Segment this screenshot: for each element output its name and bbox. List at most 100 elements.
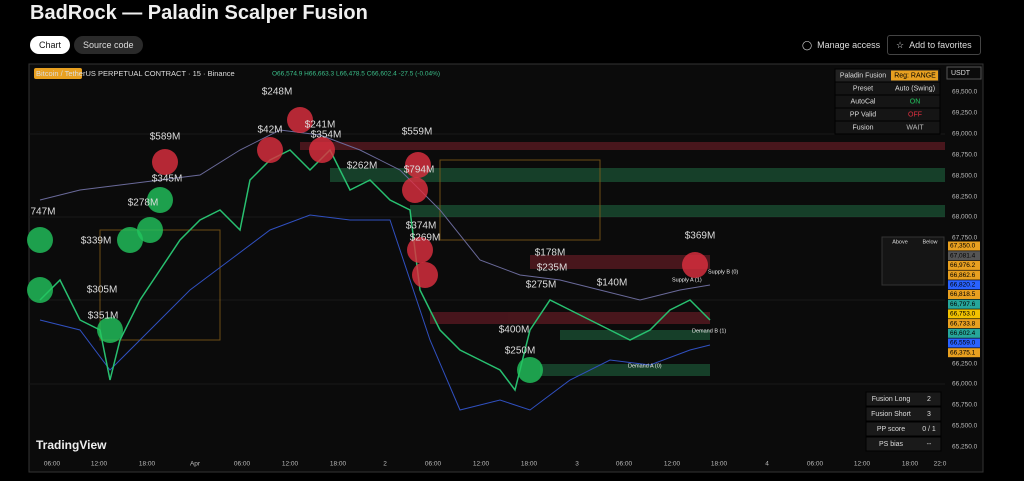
bubble-label: $351M <box>88 311 119 322</box>
status-key: PP Valid <box>850 111 876 118</box>
price-tag <box>948 299 980 309</box>
price-tag-label: 67,350.0 <box>950 243 976 250</box>
time-label: 06:00 <box>425 461 442 468</box>
band-upper <box>39 129 711 301</box>
time-label: 2 <box>383 461 387 468</box>
manage-access[interactable]: ◯ Manage access <box>802 40 881 50</box>
time-label: 3 <box>575 461 579 468</box>
stats-row <box>865 406 942 422</box>
bubble <box>412 262 438 288</box>
stats-value: -- <box>927 441 932 448</box>
zone-label: Supply B (0) <box>708 269 738 275</box>
price-tag-label: 66,733.8 <box>950 320 976 327</box>
bubble <box>257 137 283 163</box>
stats-row <box>865 421 942 437</box>
bubble-label: $178M <box>535 248 566 259</box>
price-tag-label: 66,602.4 <box>950 330 976 337</box>
bubble-label: $369M <box>685 231 716 242</box>
price-tag <box>948 290 980 299</box>
bubble-label: $305M <box>87 285 118 296</box>
bubble-label: $374M <box>406 221 437 232</box>
time-label: 12:00 <box>282 461 299 468</box>
mini-panel <box>881 236 945 286</box>
status-value: WAIT <box>906 124 924 131</box>
time-label: Apr <box>190 461 201 468</box>
status-value: ON <box>910 98 921 105</box>
time-label: 4 <box>765 461 769 468</box>
price-tag <box>948 328 980 338</box>
bubble <box>117 227 143 253</box>
time-label: 18:00 <box>330 461 347 468</box>
bubble <box>405 152 431 178</box>
price-tag <box>948 260 980 270</box>
status-key: AutoCal <box>851 98 876 105</box>
price-tag-label: 66,820.2 <box>950 282 976 289</box>
tab-chart[interactable]: Chart <box>30 36 71 54</box>
tab-source[interactable]: Source code <box>74 36 143 54</box>
price-label: 65,250.0 <box>952 444 978 451</box>
bubble-label: $42M <box>257 125 282 136</box>
price-label: 68,250.0 <box>952 194 978 201</box>
price-label: 68,000.0 <box>952 214 978 221</box>
manage-label: Manage access <box>817 40 881 50</box>
price-tag <box>948 280 980 290</box>
symbol-badge <box>34 68 82 79</box>
price-tag <box>948 251 980 261</box>
zones <box>99 142 945 376</box>
stats-row <box>865 391 942 407</box>
status-value: OFF <box>908 111 922 118</box>
price-tag <box>948 319 980 329</box>
price-tag-label: 66,862.6 <box>950 272 976 279</box>
price-path <box>39 148 711 392</box>
currency: USDT <box>951 70 971 77</box>
time-label: 18:00 <box>711 461 728 468</box>
status-key: Preset <box>853 85 873 92</box>
price-label: 69,250.0 <box>952 110 978 117</box>
stats-key: PP score <box>877 426 905 433</box>
price-tag <box>948 348 980 358</box>
mini-header: Above <box>892 239 908 245</box>
price-tag <box>948 241 980 251</box>
watermark: TradingView <box>36 438 107 452</box>
bubble-label: $400M <box>499 325 530 336</box>
bubble <box>27 227 53 253</box>
stats-value: 2 <box>927 396 931 403</box>
status-badge <box>891 70 938 81</box>
time-label: 18:00 <box>139 461 156 468</box>
price-label: 66,000.0 <box>952 381 978 388</box>
bubble <box>309 137 335 163</box>
bubble-label: $250M <box>505 346 536 357</box>
price-label: 65,500.0 <box>952 423 978 430</box>
status-row <box>834 120 941 135</box>
zone-label: Demand A (0) <box>628 363 662 369</box>
bubble <box>682 252 708 278</box>
time-label: 12:00 <box>473 461 490 468</box>
add-favorites[interactable]: ☆ Add to favorites <box>887 35 981 55</box>
price-tag <box>948 270 980 280</box>
page-title: BadRock — Paladin Scalper Fusion <box>30 2 368 24</box>
bubble-label: $275M <box>526 280 557 291</box>
price-label: 65,750.0 <box>952 402 978 409</box>
price-label: 67,750.0 <box>952 235 978 242</box>
price-label: 69,000.0 <box>952 131 978 138</box>
bubble-label: $278M <box>128 198 159 209</box>
time-label: 18:00 <box>521 461 538 468</box>
bubble <box>287 107 313 133</box>
price-label: 68,750.0 <box>952 152 978 159</box>
stats-value: 3 <box>927 411 931 418</box>
currency-box <box>946 66 982 80</box>
bubble <box>97 317 123 343</box>
stats-key: PS bias <box>879 441 904 448</box>
chart-panel <box>28 63 984 473</box>
bubble-label: $235M <box>537 263 568 274</box>
time-label: 06:00 <box>234 461 251 468</box>
bubble-label: $345M <box>152 174 183 185</box>
time-label: 12:00 <box>854 461 871 468</box>
stats-value: 0 / 1 <box>922 426 936 433</box>
bubble <box>147 187 173 213</box>
bubble-label: $241M <box>305 120 336 131</box>
stats-key: Fusion Long <box>872 396 911 403</box>
time-label: 06:00 <box>44 461 61 468</box>
zone-label: Demand B (1) <box>692 328 726 334</box>
